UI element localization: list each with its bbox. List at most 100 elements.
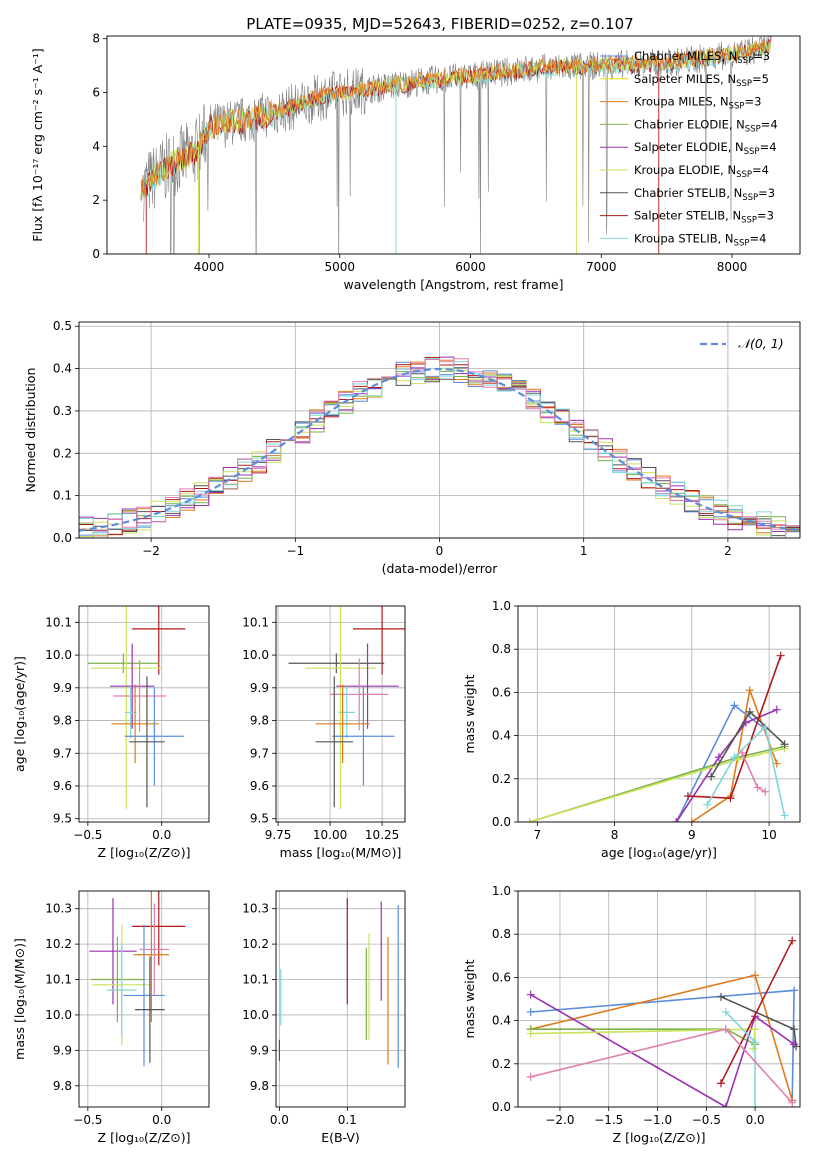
x-tick-label: 7000 <box>586 260 617 274</box>
panel-age-vs-Z: −0.5 0.0 9.5 9.6 9.7 9.8 9.9 10.0 10.1 Z [log₁₀(Z… <box>12 605 210 860</box>
weight-point <box>707 772 716 781</box>
legend-text: Salpeter MILES, N <box>634 72 736 86</box>
y-tick-label: 0.2 <box>492 1057 511 1071</box>
y-tick-label: 10.0 <box>45 1008 72 1022</box>
y-tick-label: 9.9 <box>53 681 72 695</box>
weight-point <box>751 1025 760 1034</box>
x-tick-label: −1.0 <box>643 1113 672 1127</box>
weight-point <box>730 701 739 710</box>
spectrum-lines <box>140 36 772 254</box>
x-tick-label: 4000 <box>194 260 225 274</box>
x-axis-label: E(B-V) <box>321 1130 360 1145</box>
weight-point <box>772 759 781 768</box>
axes-frame <box>78 321 801 539</box>
y-tick-label: 9.5 <box>53 812 72 826</box>
weight-point <box>772 705 781 714</box>
legend-tail: =4 <box>761 117 778 131</box>
y-tick-label: 0.5 <box>53 319 72 333</box>
histograms <box>79 356 800 538</box>
error-bars <box>87 606 186 809</box>
y-tick-label: 1.0 <box>492 599 511 613</box>
weight-point <box>721 1007 730 1016</box>
y-axis-label: Flux [fλ 10⁻¹⁷ erg cm⁻² s⁻¹ A⁻¹] <box>30 48 45 241</box>
weight-point <box>751 1103 760 1107</box>
legend-tail: =4 <box>752 163 769 177</box>
legend-sub: SSP <box>737 56 753 66</box>
axes-frame <box>78 605 210 823</box>
y-axis-label: Normed distribution <box>23 368 38 493</box>
y-tick-label: 0.8 <box>492 642 511 656</box>
legend-sub: SSP <box>742 193 758 203</box>
y-tick-label: 0 <box>92 247 100 261</box>
y-tick-label: 10.3 <box>242 902 269 916</box>
legend-text: Chabrier MILES, N <box>634 49 737 63</box>
weight-point <box>788 936 797 945</box>
panel-weight-vs-Z: −2.0 −1.5 −1.0 −0.5 0.0 0.0 0.2 0.4 0.6 0.8 1.0 Z [… <box>462 884 801 1145</box>
y-tick-label: 9.8 <box>250 714 269 728</box>
legend-sub: SSP <box>734 238 750 248</box>
x-axis-label: (data-model)/error <box>382 561 499 576</box>
legend-sub: SSP <box>736 79 752 89</box>
axes-frame <box>78 890 210 1108</box>
y-axis-label: mass weight <box>462 674 477 753</box>
y-tick-label: 9.8 <box>53 714 72 728</box>
legend-entry: Chabrier ELODIE, NSSP=4 <box>634 117 778 134</box>
legend-entry: Salpeter ELODIE, NSSP=4 <box>634 140 777 157</box>
x-tick-label: −2.0 <box>545 1113 574 1127</box>
legend-sub: SSP <box>729 102 745 112</box>
panel-residuals: −2 −1 0 1 2 0.0 0.1 0.2 0.3 0.4 0.5 (data-model)/er… <box>23 319 801 576</box>
y-tick-label: 10.1 <box>45 973 72 987</box>
axes-frame <box>517 605 801 823</box>
weight-point <box>716 992 725 1001</box>
legend-entry: Chabrier MILES, NSSP=3 <box>634 49 770 66</box>
x-tick-label: 10 <box>761 828 776 842</box>
axes-frame <box>106 35 801 255</box>
weight-point <box>753 783 762 792</box>
legend-sub: SSP <box>745 124 761 134</box>
weight-point <box>726 794 735 803</box>
y-tick-label: 0.0 <box>492 815 511 829</box>
x-tick-label: 1 <box>580 544 588 558</box>
weight-point <box>780 811 789 820</box>
weight-point <box>526 1072 535 1081</box>
legend-text: Chabrier ELODIE, N <box>634 117 745 131</box>
y-tick-label: 4 <box>92 139 100 153</box>
y-tick-label: 2 <box>92 193 100 207</box>
legend-text: Kroupa ELODIE, N <box>634 163 736 177</box>
y-tick-label: 9.9 <box>53 1043 72 1057</box>
x-axis-label: Z [log₁₀(Z/Z⊙)] <box>98 1130 191 1145</box>
error-bars <box>278 898 399 1069</box>
y-tick-label: 9.9 <box>250 1043 269 1057</box>
y-tick-label: 0.2 <box>53 446 72 460</box>
y-tick-label: 10.0 <box>242 648 269 662</box>
x-tick-label: 9 <box>688 828 696 842</box>
y-tick-label: 10.1 <box>45 615 72 629</box>
y-tick-label: 9.9 <box>250 681 269 695</box>
weight-point <box>525 818 534 822</box>
weight-lines <box>525 651 789 822</box>
weight-point <box>738 748 747 757</box>
x-tick-label: 6000 <box>455 260 486 274</box>
x-tick-label: 0.0 <box>270 1113 289 1127</box>
x-tick-label: 8 <box>611 828 619 842</box>
weight-point <box>703 800 712 809</box>
panel-mass-vs-EBV: 0.0 0.1 9.8 9.9 10.0 10.1 10.2 10.3 E(B-V) <box>242 890 406 1145</box>
weight-point <box>790 986 799 995</box>
weight-point <box>672 818 681 822</box>
legend-entry: Kroupa STELIB, NSSP=4 <box>634 231 766 248</box>
weight-series <box>530 994 795 1107</box>
weight-series <box>720 940 793 1084</box>
y-tick-label: 10.1 <box>242 615 269 629</box>
y-tick-label: 0.4 <box>53 362 72 376</box>
x-tick-label: 5000 <box>324 260 355 274</box>
y-tick-label: 10.3 <box>45 902 72 916</box>
figure-title: PLATE=0935, MJD=52643, FIBERID=0252, z=0… <box>246 15 633 33</box>
y-tick-label: 10.0 <box>45 648 72 662</box>
y-tick-label: 10.2 <box>45 937 72 951</box>
y-tick-label: 10.2 <box>242 937 269 951</box>
x-tick-label: −1.5 <box>594 1113 623 1127</box>
x-tick-label: 10.00 <box>313 828 347 842</box>
weight-point <box>790 1025 799 1034</box>
